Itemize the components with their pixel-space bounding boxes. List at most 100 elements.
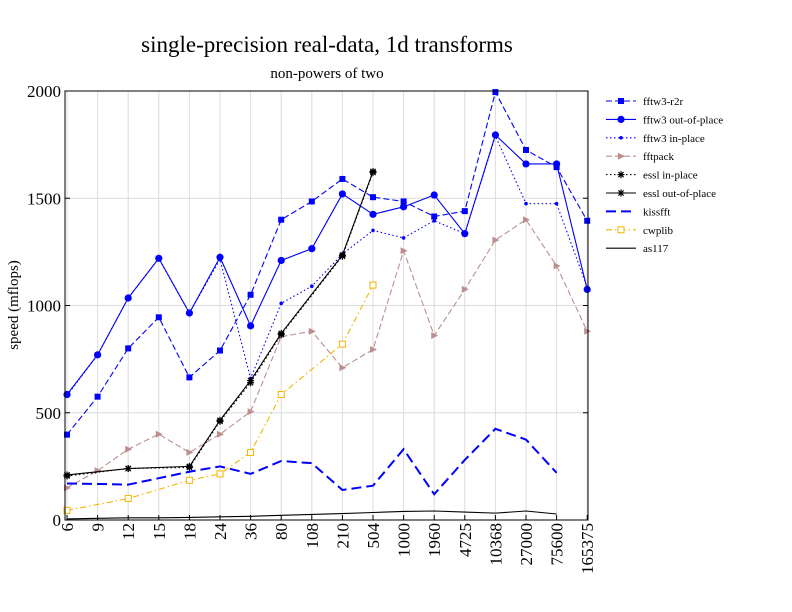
data-point	[584, 217, 591, 224]
data-point	[492, 236, 500, 244]
series-fftw3-r2r	[64, 89, 591, 438]
data-point	[277, 391, 285, 399]
data-point	[216, 470, 224, 478]
data-point	[522, 160, 530, 168]
legend: fftw3-r2r fftw3 out-of-place fftw3 in-plac…	[606, 96, 723, 255]
data-point	[583, 285, 591, 294]
x-tick-label: 24	[211, 523, 230, 541]
legend-item: fftw3-r2r	[606, 96, 683, 108]
data-point	[524, 201, 528, 206]
data-point	[65, 393, 69, 398]
data-point	[369, 210, 377, 218]
data-point	[216, 253, 224, 261]
legend-label: fftpack	[643, 151, 674, 163]
data-point	[247, 291, 254, 298]
data-point	[247, 408, 255, 416]
x-tick-label: 504	[364, 523, 383, 549]
data-point	[217, 430, 224, 438]
data-point	[401, 236, 406, 240]
series-line	[66, 134, 588, 396]
legend-label: as117	[643, 243, 669, 255]
data-point	[400, 203, 408, 211]
x-tick-label: 1000	[395, 523, 414, 557]
data-point	[63, 506, 71, 514]
data-point	[279, 301, 284, 306]
legend-marker	[617, 189, 625, 197]
series-line	[66, 133, 588, 395]
grid	[65, 90, 588, 521]
data-point	[400, 198, 407, 205]
data-point	[370, 194, 376, 201]
x-tick-label: 15	[150, 523, 169, 540]
series-as117	[66, 510, 557, 520]
x-tick-label: 9	[89, 523, 108, 532]
x-tick-label: 210	[333, 523, 352, 549]
y-tick-label: 1000	[27, 297, 61, 316]
data-point	[432, 218, 437, 223]
y-tick-label: 2000	[27, 82, 61, 101]
data-point	[94, 393, 101, 400]
legend-item: essl in-place	[606, 170, 698, 182]
data-point	[431, 332, 439, 340]
data-point	[554, 201, 559, 206]
data-point	[124, 495, 132, 503]
data-point	[217, 347, 223, 354]
x-tick-label: 1960	[425, 523, 444, 557]
data-point	[400, 247, 408, 255]
data-point	[216, 416, 224, 424]
data-point	[185, 462, 193, 470]
data-point	[186, 448, 194, 456]
series-kissfft	[66, 427, 558, 496]
data-point	[339, 175, 346, 182]
data-point	[371, 228, 375, 233]
data-point	[308, 327, 316, 335]
legend-item: cwplib	[606, 225, 673, 237]
x-tick-label: 18	[180, 523, 199, 540]
legend-item: fftw3 out-of-place	[606, 114, 723, 126]
series-cwplib	[63, 281, 377, 514]
x-tick-label: 80	[272, 523, 291, 540]
x-tick-label: 10368	[486, 523, 505, 566]
series-layer	[63, 89, 592, 520]
data-point	[126, 296, 130, 300]
data-point	[369, 281, 377, 289]
data-point	[124, 465, 132, 473]
x-ticks: 6 9 12 15 18 24 36 80 108 210 504 1000 1960 4725 10368…	[58, 515, 597, 574]
legend-marker	[617, 115, 625, 123]
series-fftpack	[64, 216, 592, 492]
data-point	[278, 216, 285, 223]
data-point	[277, 329, 285, 337]
data-point	[431, 213, 438, 220]
x-tick-label: 4725	[456, 523, 475, 557]
series-essl-out-of-place	[63, 167, 377, 479]
legend-marker	[618, 152, 625, 160]
y-axis-label: speed (mflops)	[6, 260, 22, 350]
y-tick-label: 0	[53, 511, 62, 530]
data-point	[553, 262, 561, 270]
data-point	[155, 314, 162, 321]
data-point	[492, 89, 499, 96]
data-point	[338, 340, 346, 348]
data-point	[493, 134, 498, 138]
legend-label: essl out-of-place	[643, 188, 716, 200]
data-point	[185, 476, 193, 484]
data-point	[155, 430, 163, 438]
x-tick-label: 165375	[578, 523, 597, 574]
legend-label: fftw3 out-of-place	[643, 114, 723, 126]
data-point	[64, 431, 70, 438]
x-tick-label: 75600	[548, 523, 567, 566]
data-point	[277, 256, 285, 265]
y-tick-label: 1500	[27, 189, 61, 208]
y-tick-label: 500	[36, 404, 62, 423]
data-point	[523, 216, 530, 224]
data-point	[430, 191, 438, 199]
data-point	[339, 364, 347, 372]
legend-marker	[619, 136, 623, 140]
legend-label: cwplib	[643, 225, 673, 237]
legend-label: kissfft	[643, 206, 670, 218]
series-line	[66, 218, 588, 489]
x-tick-label: 12	[119, 523, 138, 540]
legend-marker	[617, 226, 625, 234]
x-tick-label: 36	[242, 523, 261, 540]
